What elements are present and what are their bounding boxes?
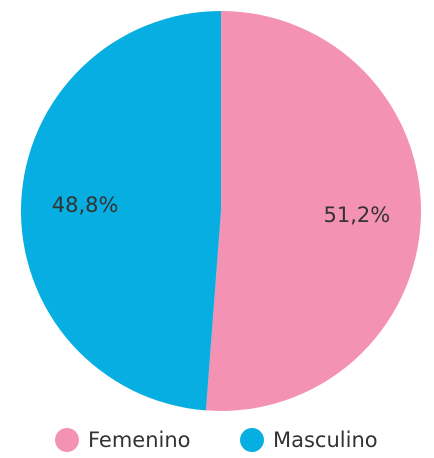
pie-slice: [20, 11, 221, 411]
legend-marker: [240, 428, 264, 452]
pie-slice: [205, 11, 421, 411]
legend-label: Masculino: [273, 428, 378, 452]
data-label: 48,8%: [52, 193, 119, 217]
data-label: 51,2%: [324, 203, 391, 227]
legend-marker: [55, 428, 79, 452]
legend-label: Femenino: [88, 428, 191, 452]
